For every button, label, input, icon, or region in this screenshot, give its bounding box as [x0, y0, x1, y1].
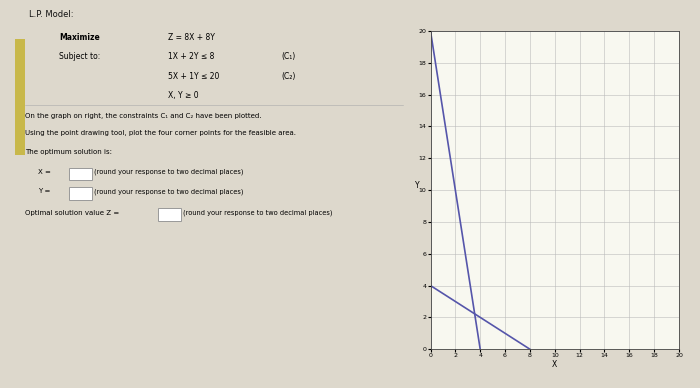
Text: 5X + 1Y ≤ 20: 5X + 1Y ≤ 20	[168, 72, 219, 81]
FancyBboxPatch shape	[69, 168, 92, 180]
Text: X, Y ≥ 0: X, Y ≥ 0	[168, 91, 199, 100]
Text: Subject to:: Subject to:	[59, 52, 100, 61]
FancyBboxPatch shape	[69, 187, 92, 200]
Text: (round your response to two decimal places): (round your response to two decimal plac…	[94, 169, 244, 175]
Y-axis label: Y: Y	[415, 181, 419, 190]
Text: On the graph on right, the constraints C₁ and C₂ have been plotted.: On the graph on right, the constraints C…	[25, 113, 262, 118]
Text: The optimum solution is:: The optimum solution is:	[25, 149, 112, 155]
Text: Y =: Y =	[38, 188, 52, 194]
Text: (C₁): (C₁)	[281, 52, 295, 61]
Text: Maximize: Maximize	[59, 33, 99, 42]
FancyBboxPatch shape	[158, 208, 181, 221]
Text: (round your response to two decimal places): (round your response to two decimal plac…	[94, 188, 244, 195]
Text: Optimal solution value Z =: Optimal solution value Z =	[25, 210, 122, 215]
Text: L.P. Model:: L.P. Model:	[29, 10, 74, 19]
Text: X =: X =	[38, 169, 53, 175]
Text: (C₂): (C₂)	[281, 72, 296, 81]
FancyBboxPatch shape	[15, 39, 25, 155]
Text: Using the point drawing tool, plot the four corner points for the feasible area.: Using the point drawing tool, plot the f…	[25, 130, 296, 136]
Text: Z = 8X + 8Y: Z = 8X + 8Y	[168, 33, 215, 42]
Text: (round your response to two decimal places): (round your response to two decimal plac…	[183, 210, 332, 216]
X-axis label: X: X	[552, 360, 557, 369]
Text: 1X + 2Y ≤ 8: 1X + 2Y ≤ 8	[168, 52, 214, 61]
